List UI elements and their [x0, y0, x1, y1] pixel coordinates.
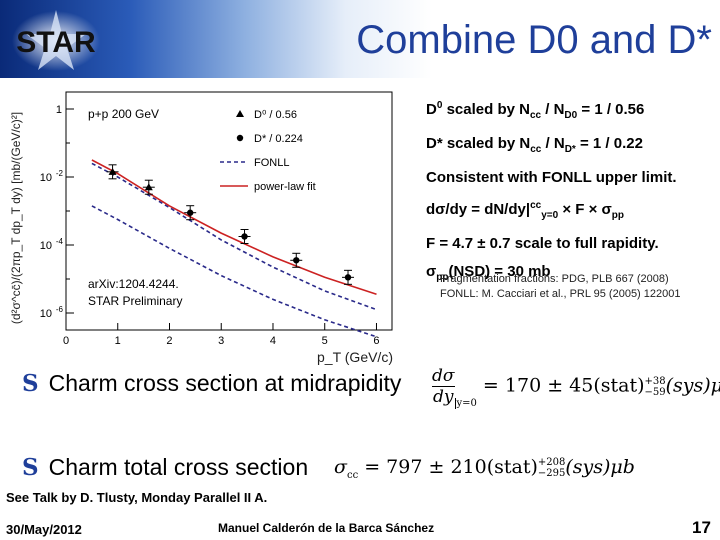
legend-fonll-label: FONLL	[254, 157, 289, 169]
legend-d0-label: D⁰ / 0.56	[254, 109, 297, 121]
footer-date: 30/May/2012	[6, 522, 82, 537]
y-tick-label: 10	[40, 240, 52, 252]
y-tick-exponent: -2	[56, 169, 64, 178]
svg-text:STAR: STAR	[16, 26, 96, 59]
legend-d0-marker	[236, 110, 244, 117]
d0-data-point	[144, 183, 153, 191]
plot-annotation-preliminary: STAR Preliminary	[88, 294, 182, 308]
x-tick-label: 3	[218, 335, 224, 347]
x-tick-label: 5	[322, 335, 328, 347]
y-tick-label: 1	[56, 104, 62, 116]
frag-ref-line-1: Fragmentation fractions: PDG, PLB 667 (2…	[440, 273, 669, 285]
legend-fit-label: power-law fit	[254, 181, 316, 193]
y-tick-label: 10	[40, 172, 52, 184]
dstar-data-point	[241, 233, 248, 240]
x-tick-label: 6	[373, 335, 379, 347]
bullet-total: S Charm total cross section	[22, 454, 308, 481]
dstar-scaling-line: D* scaled by Ncc / ND* = 1 / 0.22	[426, 135, 643, 155]
y-tick-exponent: -6	[56, 305, 64, 314]
x-tick-label: 4	[270, 335, 276, 347]
footer-author: Manuel Calderón de la Barca Sánchez	[218, 521, 435, 535]
bullet-text: Charm cross section at midrapidity	[48, 370, 402, 396]
fonll-lower-curve	[91, 205, 377, 338]
bullet-glyph-icon: S	[22, 454, 39, 481]
page-number: 17	[692, 518, 711, 537]
bullet-midrapidity: S Charm cross section at midrapidity	[22, 370, 401, 397]
slide-header: STAR Combine D0 and D*	[0, 0, 720, 78]
plot-annotation-reference: arXiv:1204.4244.	[88, 277, 179, 291]
dstar-data-point	[293, 257, 300, 264]
bullet-text: Charm total cross section	[48, 454, 309, 480]
y-tick-label: 10	[40, 308, 52, 320]
y-tick-exponent: -4	[56, 237, 64, 246]
slide-title: Combine D0 and D*	[356, 18, 712, 62]
fragmentation-references: Fragmentation fractions: PDG, PLB 667 (2…	[440, 272, 720, 302]
x-tick-label: 1	[115, 335, 121, 347]
scaling-info: D0 scaled by Ncc / ND0 = 1 / 0.56 D* sca…	[426, 92, 720, 292]
total-formula: σcc = 797 ± 210(stat) +208 −295 (sys)μb	[334, 456, 635, 481]
talk-reference: See Talk by D. Tlusty, Monday Parallel I…	[6, 490, 268, 505]
fonll-upper-curve	[91, 162, 377, 311]
d0-scaling-line: D0 scaled by Ncc / ND0 = 1 / 0.56	[426, 100, 645, 121]
x-tick-label: 0	[63, 335, 69, 347]
x-axis-label: p_T (GeV/c)	[317, 349, 393, 365]
dstar-data-point	[344, 274, 352, 281]
bullet-glyph-icon: S	[22, 370, 39, 397]
y-axis-label: (d²σ^cc̄)/(2πp_T dp_T dy) [mb/(GeV/c)²]	[9, 112, 23, 324]
d0-data-point	[108, 167, 117, 175]
legend-dstar-marker	[236, 134, 244, 142]
fonll-line: Consistent with FONLL upper limit.	[426, 169, 677, 186]
sigma-pp-line: σpp(NSD) = 30 mb	[426, 263, 551, 283]
x-tick-label: 2	[166, 335, 172, 347]
plot-annotation-system: p+p 200 GeV	[88, 107, 159, 121]
dstar-data-point	[186, 209, 194, 216]
power-law-fit-curve	[91, 159, 377, 296]
factor-line: F = 4.7 ± 0.7 scale to full rapidity.	[426, 235, 659, 252]
cross-section-chart: 0 1 2 3 4 5 6 1 10 -2 10 -4 10 -6 p_T (GeV/c) (d²σ^cc̄)…	[9, 91, 393, 365]
star-logo: STAR	[12, 10, 100, 71]
dsigma-line: dσ/dy = dN/dy|ccy=0 × F × σpp	[426, 200, 624, 221]
formula-fraction: dσ dy	[432, 366, 455, 407]
legend-dstar-label: D* / 0.224	[254, 133, 303, 145]
frag-ref-line-2: FONLL: M. Cacciari et al., PRL 95 (2005)…	[440, 288, 681, 300]
